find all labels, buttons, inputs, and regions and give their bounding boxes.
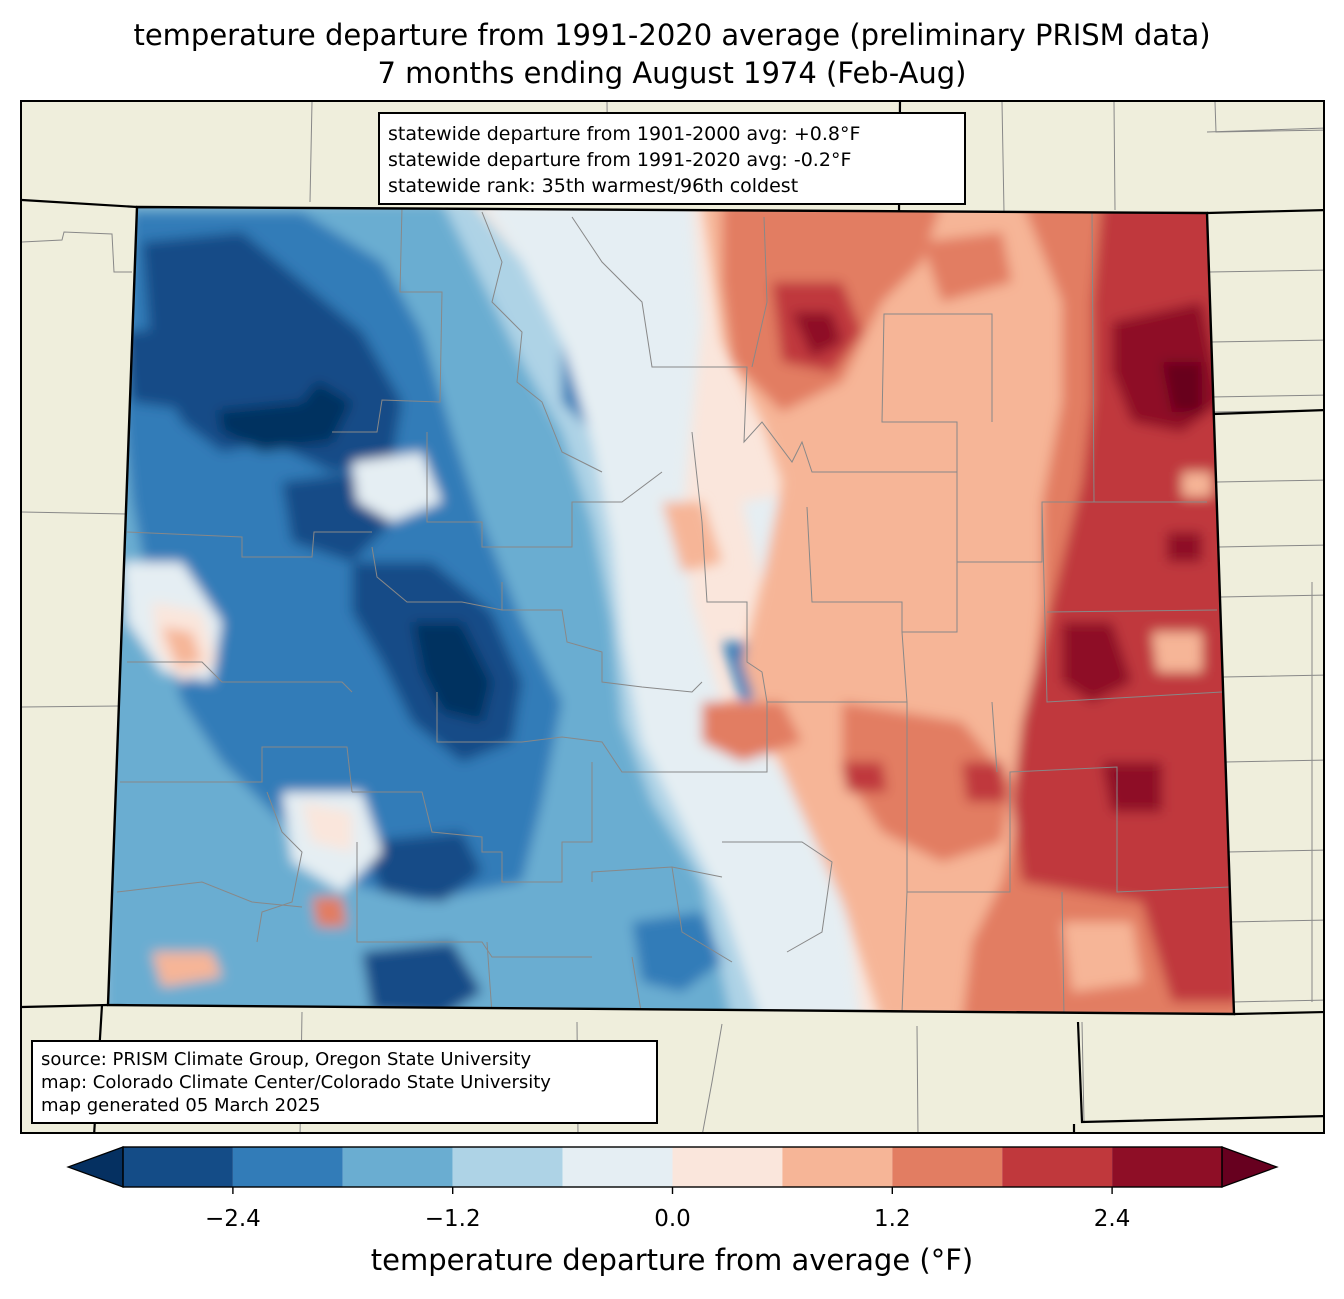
colorado-temperature-map: [22, 102, 1323, 1132]
colorbar-swatch: [562, 1147, 673, 1187]
colorbar-swatch: [672, 1147, 783, 1187]
colorado-county-lines: [116, 207, 1231, 1014]
source-line: source: PRISM Climate Group, Oregon Stat…: [41, 1049, 532, 1070]
colorbar-low-extend-arrow: [66, 1146, 124, 1188]
stats-departure-1991-2020: statewide departure from 1991-2020 avg: …: [388, 149, 852, 171]
map-title-line2: 7 months ending August 1974 (Feb-Aug): [377, 56, 967, 90]
colorbar-title: temperature departure from average (°F): [370, 1243, 974, 1277]
stats-departure-1901-2000: statewide departure from 1901-2000 avg: …: [388, 123, 861, 145]
colorbar-tick-label: −2.4: [204, 1206, 261, 1232]
colorbar-swatch: [892, 1147, 1003, 1187]
statewide-stats-box: statewide departure from 1901-2000 avg: …: [378, 112, 966, 205]
colorbar-tick-label: 1.2: [874, 1206, 911, 1232]
colorbar-swatch: [232, 1147, 343, 1187]
map-credit-line: map: Colorado Climate Center/Colorado St…: [41, 1072, 551, 1093]
colorbar: [66, 1146, 1279, 1194]
map-panel: [20, 100, 1325, 1134]
colorbar-swatch: [452, 1147, 563, 1187]
colorbar-tick-label: 2.4: [1093, 1206, 1131, 1232]
colorbar-swatch: [782, 1147, 893, 1187]
colorbar-tick-label: −1.2: [424, 1206, 481, 1232]
source-credits-box: source: PRISM Climate Group, Oregon Stat…: [31, 1040, 658, 1124]
map-title-line1: temperature departure from 1991-2020 ave…: [133, 18, 1211, 52]
stats-rank: statewide rank: 35th warmest/96th coldes…: [388, 175, 799, 197]
colorbar-high-extend-arrow: [1221, 1146, 1279, 1188]
colorbar-swatch: [123, 1147, 233, 1187]
neighbor-county-lines: [22, 102, 1323, 1132]
colorado-state-boundary: [106, 205, 1236, 1016]
colorbar-swatch: [342, 1147, 453, 1187]
colorbar-swatch: [1002, 1147, 1113, 1187]
colorbar-tick-label: 0.0: [654, 1206, 691, 1232]
generated-date-line: map generated 05 March 2025: [41, 1095, 321, 1116]
temperature-field: [108, 207, 1234, 1014]
colorbar-swatch: [1112, 1147, 1222, 1187]
